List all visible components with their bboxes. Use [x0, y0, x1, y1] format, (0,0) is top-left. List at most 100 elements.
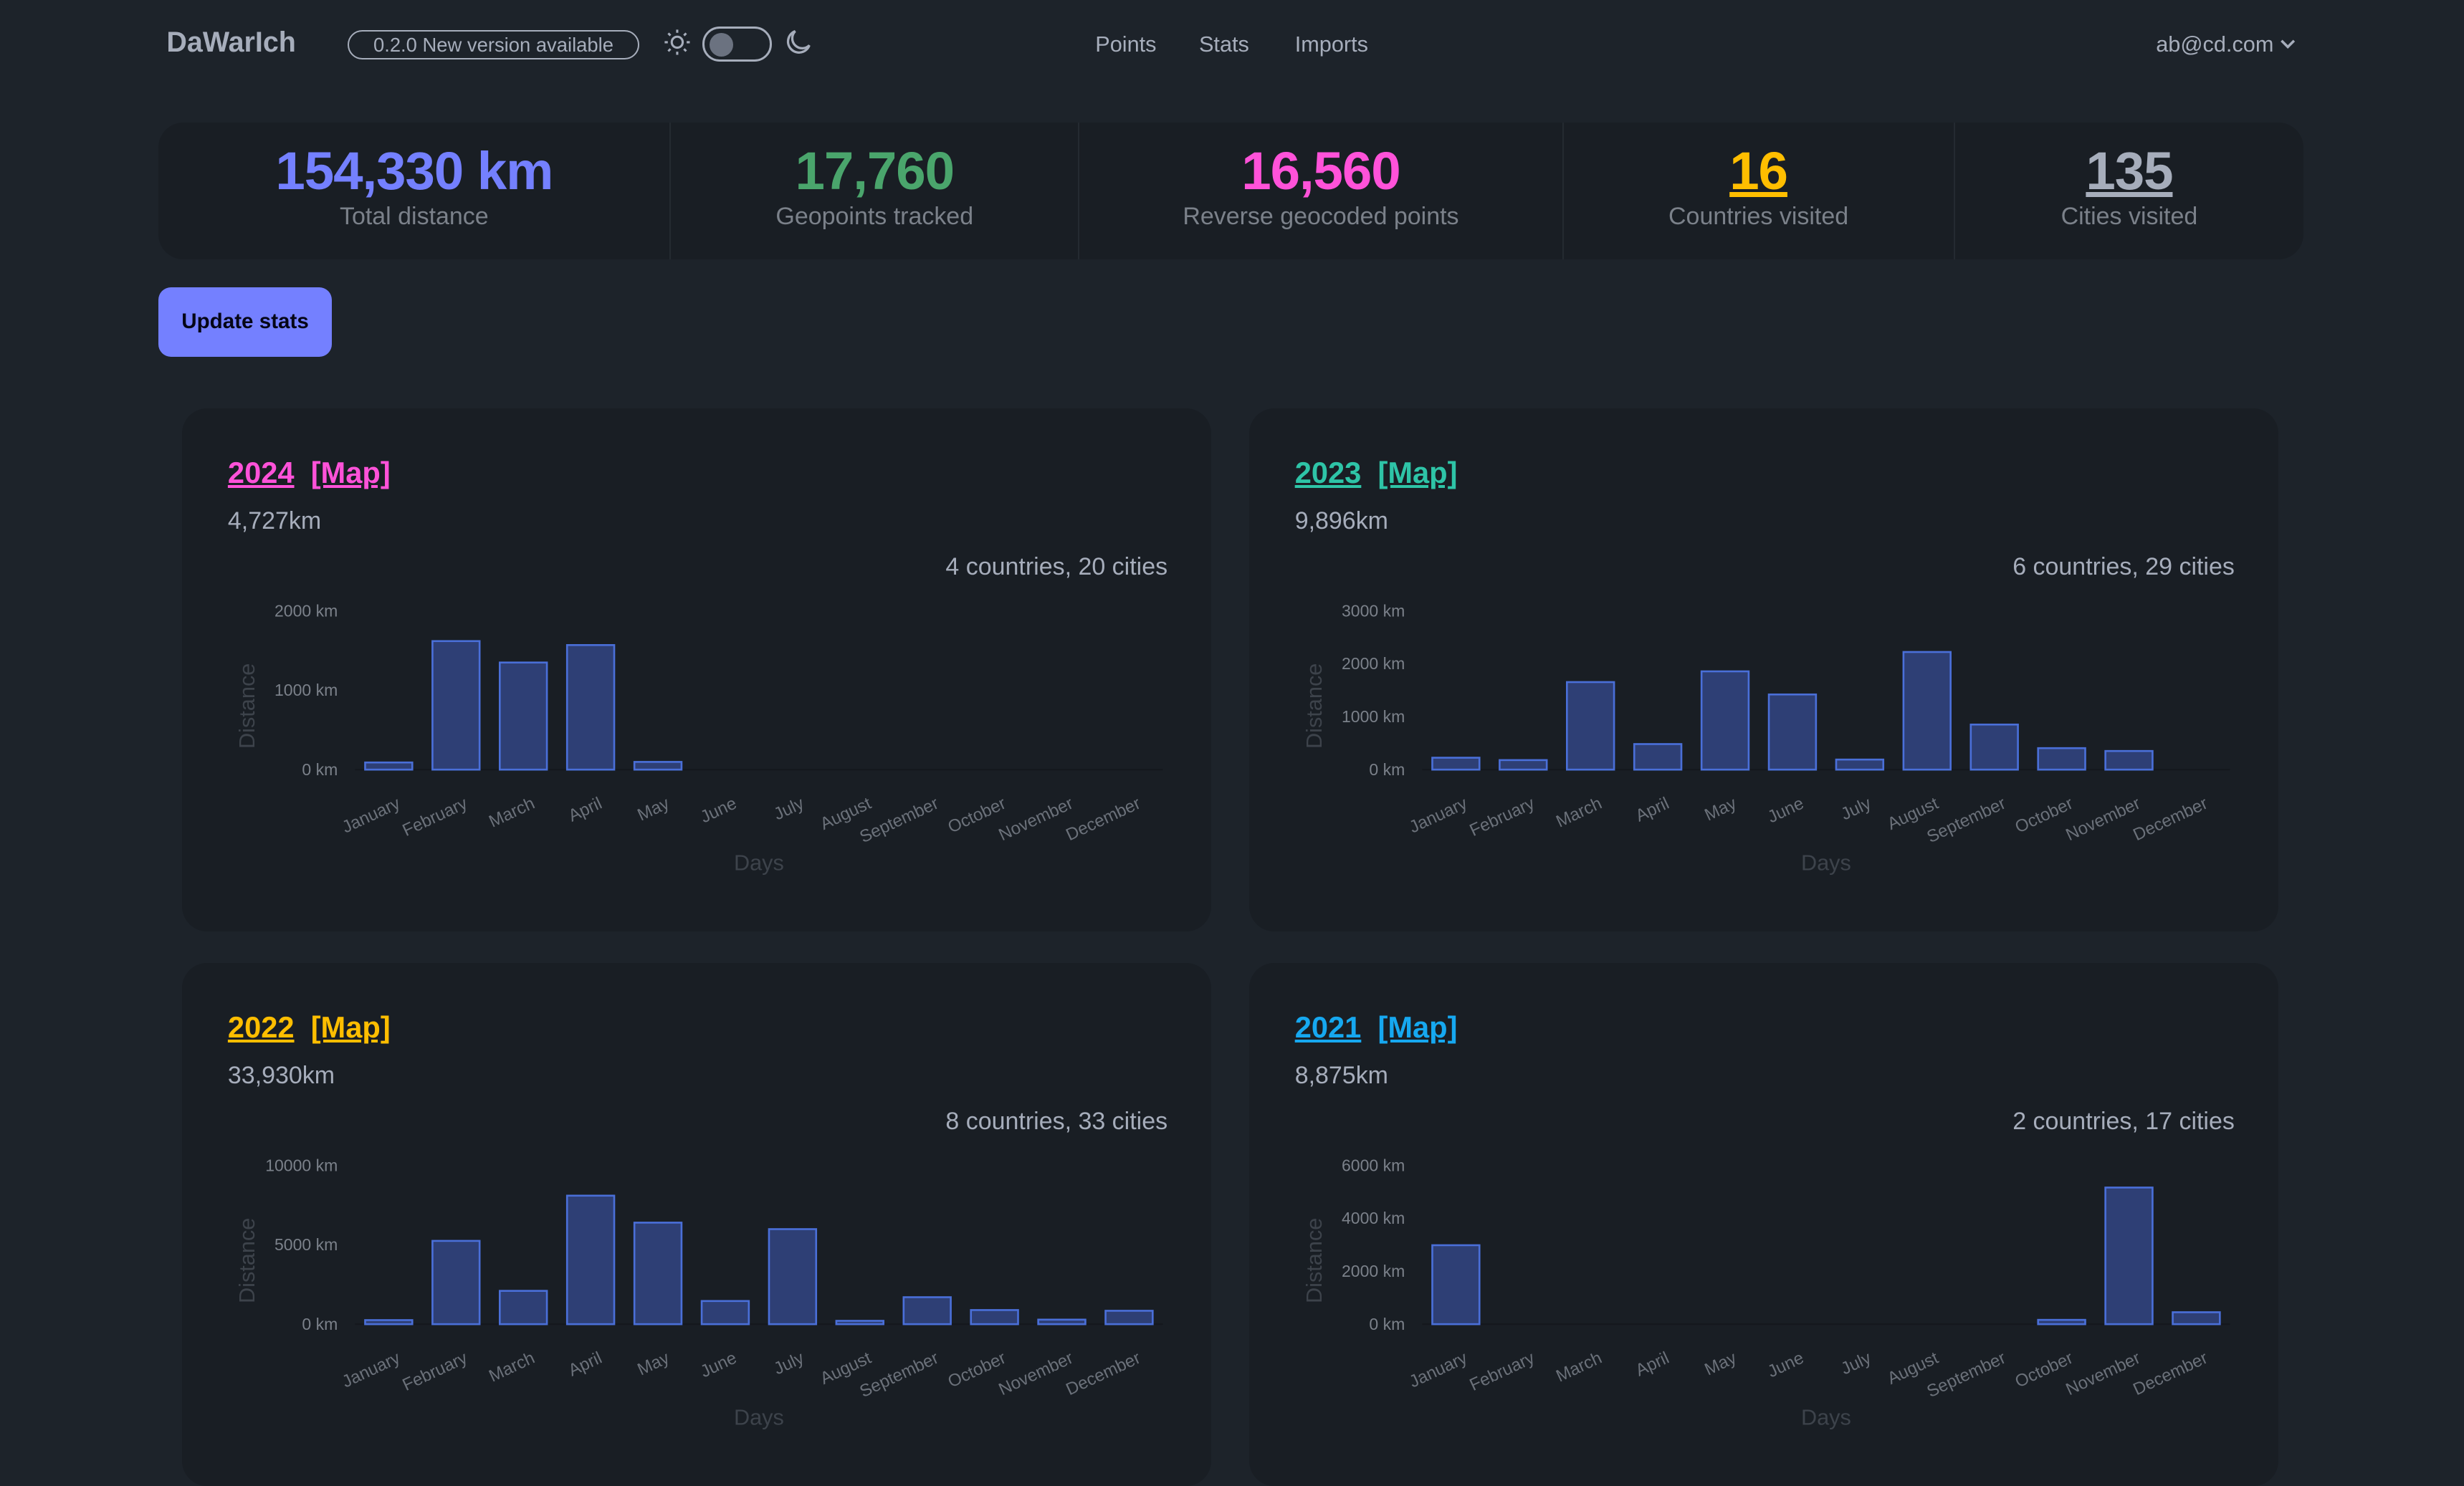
x-tick-label: June	[1765, 1348, 1807, 1382]
stat-label: Total distance	[339, 202, 489, 230]
map-link[interactable]: [Map]	[1377, 1010, 1458, 1044]
year-card-2022: 2022 [Map] 33,930km 8 countries, 33 citi…	[182, 963, 1212, 1486]
x-tick-label: March	[486, 794, 538, 832]
x-tick-label: May	[635, 794, 673, 825]
y-tick-label: 1000 km	[274, 681, 338, 699]
year-link[interactable]: 2024	[227, 455, 295, 489]
bar-october	[2037, 1319, 2086, 1326]
stat-label: Cities visited	[2061, 202, 2198, 230]
x-tick-label: July	[771, 1348, 807, 1379]
bar-september	[902, 1296, 952, 1326]
x-tick-label: November	[2063, 794, 2143, 845]
bar-december	[1104, 1310, 1154, 1326]
brand-logo[interactable]: DaWarIch	[166, 27, 296, 59]
x-tick-label: November	[995, 794, 1076, 845]
theme-toggle[interactable]	[702, 27, 772, 62]
year-distance: 4,727km	[227, 507, 322, 535]
bar-december	[2172, 1311, 2221, 1326]
bar-february	[431, 640, 481, 771]
bar-april	[566, 644, 616, 771]
y-tick-label: 0 km	[1369, 1315, 1405, 1333]
y-tick-label: 4000 km	[1342, 1209, 1405, 1227]
nav-link-points[interactable]: Points	[1095, 31, 1157, 57]
x-tick-label: December	[1063, 1348, 1143, 1399]
stat-label: Geopoints tracked	[775, 202, 974, 230]
stat-cities: 135 Cities visited	[1955, 123, 2304, 259]
bar-january	[1431, 757, 1481, 771]
distance-bar-chart: 0 km 1000 km 2000 km 3000 km JanuaryFebruary…	[1302, 602, 2230, 876]
x-tick-label: May	[1701, 794, 1739, 825]
x-tick-label: February	[400, 794, 471, 840]
bar-august	[1902, 651, 1952, 771]
toggle-knob	[709, 32, 733, 57]
bar-april	[566, 1194, 616, 1326]
bar-january	[364, 762, 414, 771]
y-tick-label: 10000 km	[265, 1156, 338, 1175]
bar-june	[700, 1300, 750, 1326]
y-tick-label: 1000 km	[1342, 707, 1405, 726]
year-link[interactable]: 2022	[227, 1010, 295, 1044]
year-distance: 8,875km	[1294, 1062, 1388, 1090]
y-axis-title: Distance	[1302, 663, 1327, 749]
x-tick-label: June	[697, 1348, 740, 1382]
x-tick-label: November	[2063, 1348, 2143, 1399]
chevron-down-icon[interactable]	[2278, 34, 2297, 53]
nav-link-imports[interactable]: Imports	[1294, 31, 1368, 57]
y-tick-label: 2000 km	[274, 602, 338, 620]
y-tick-label: 6000 km	[1342, 1156, 1405, 1175]
version-badge[interactable]: 0.2.0 New version available	[347, 29, 640, 60]
countries-link[interactable]: 16	[1729, 141, 1788, 201]
x-tick-label: April	[565, 794, 605, 826]
year-card-2021: 2021 [Map] 8,875km 2 countries, 17 citie…	[1249, 963, 2279, 1486]
year-title: 2022 [Map]	[228, 1010, 391, 1045]
bar-october	[2037, 747, 2086, 771]
x-tick-label: April	[1633, 1348, 1672, 1381]
user-menu[interactable]: ab@cd.com	[2156, 31, 2274, 57]
x-tick-label: November	[995, 1348, 1076, 1399]
countries-cities-summary: 6 countries, 29 cities	[2012, 552, 2235, 580]
map-link[interactable]: [Map]	[310, 455, 391, 489]
y-tick-label: 0 km	[302, 1315, 338, 1333]
x-tick-label: July	[771, 794, 807, 825]
stat-label: Countries visited	[1668, 202, 1849, 230]
y-axis-title: Distance	[1302, 1218, 1327, 1303]
moon-icon	[786, 30, 811, 54]
stat-countries: 16 Countries visited	[1564, 123, 1955, 259]
bar-february	[431, 1240, 481, 1326]
x-tick-label: February	[1466, 794, 1537, 840]
map-link[interactable]: [Map]	[1377, 455, 1458, 489]
nav-link-stats[interactable]: Stats	[1198, 31, 1249, 57]
map-link[interactable]: [Map]	[310, 1010, 391, 1044]
x-tick-label: May	[635, 1348, 673, 1380]
bar-september	[1969, 724, 2019, 771]
update-stats-button[interactable]: Update stats	[158, 287, 332, 357]
year-link[interactable]: 2021	[1294, 1010, 1362, 1044]
stat-value: 154,330 km	[275, 141, 553, 201]
y-tick-label: 2000 km	[1342, 1262, 1405, 1280]
y-tick-label: 0 km	[302, 760, 338, 779]
x-tick-label: February	[400, 1348, 471, 1395]
bar-july	[768, 1228, 818, 1326]
x-axis-title: Days	[1801, 850, 1851, 876]
cities-link[interactable]: 135	[2086, 141, 2173, 201]
year-distance: 9,896km	[1294, 507, 1388, 535]
y-tick-label: 2000 km	[1342, 654, 1405, 673]
year-link[interactable]: 2023	[1294, 455, 1362, 489]
stat-geopoints: 17,760 Geopoints tracked	[671, 123, 1080, 259]
y-axis-title: Distance	[234, 1218, 259, 1303]
bar-may	[1700, 670, 1750, 771]
bar-november	[2104, 1187, 2154, 1326]
x-tick-label: January	[1406, 794, 1470, 838]
bar-february	[1498, 759, 1548, 771]
year-title: 2023 [Map]	[1295, 456, 1458, 490]
x-tick-label: June	[1765, 794, 1807, 828]
x-tick-label: December	[1063, 794, 1143, 845]
y-tick-label: 5000 km	[274, 1235, 338, 1254]
x-tick-label: February	[1466, 1348, 1537, 1395]
year-title: 2021 [Map]	[1295, 1010, 1458, 1045]
y-tick-label: 3000 km	[1342, 602, 1405, 620]
x-tick-label: April	[1633, 794, 1672, 826]
x-tick-label: July	[1838, 794, 1874, 825]
x-tick-label: March	[1553, 794, 1605, 832]
